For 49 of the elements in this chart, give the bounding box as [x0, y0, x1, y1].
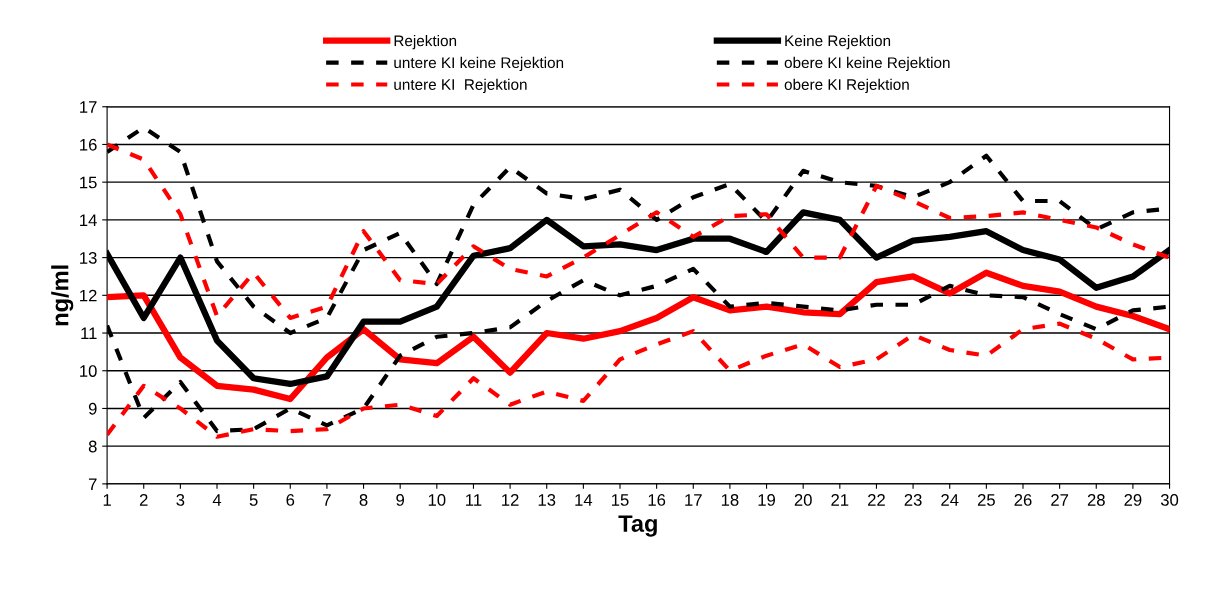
x-tick-label: 22 — [868, 494, 885, 506]
legend-label: obere KI keine Rejektion — [784, 56, 950, 72]
x-tick-label: 2 — [139, 494, 148, 506]
legend-label: untere KI Rejektion — [394, 78, 527, 93]
x-tick-label: 12 — [502, 494, 519, 506]
x-tick-label: 23 — [904, 494, 922, 506]
x-tick-label: 1 — [103, 494, 111, 506]
x-tick-label: 17 — [685, 494, 702, 506]
y-tick-label: 10 — [80, 365, 97, 377]
y-tick-label: 8 — [88, 440, 97, 453]
x-tick-label: 13 — [538, 494, 556, 506]
x-tick-label: 9 — [396, 494, 405, 506]
x-tick-label: 30 — [1160, 494, 1179, 506]
y-axis-title: ng/ml — [51, 265, 74, 326]
x-tick-label: 21 — [831, 494, 849, 506]
x-tick-label: 20 — [794, 494, 812, 506]
x-tick-label: 14 — [575, 494, 593, 506]
x-tick-label: 3 — [176, 494, 185, 506]
x-tick-label: 25 — [977, 494, 995, 506]
x-tick-label: 6 — [286, 494, 295, 506]
y-tick-label: 15 — [80, 176, 97, 189]
x-tick-label: 11 — [466, 494, 482, 506]
x-tick-label: 28 — [1087, 494, 1105, 506]
x-axis-title: Tag — [618, 515, 657, 537]
legend-label: obere KI Rejektion — [784, 78, 909, 93]
x-tick-label: 4 — [212, 494, 222, 506]
x-tick-label: 10 — [428, 494, 446, 506]
legend-label: Keine Rejektion — [785, 34, 891, 50]
x-tick-label: 24 — [941, 494, 959, 506]
y-tick-label: 7 — [88, 478, 97, 490]
x-tick-label: 19 — [758, 494, 776, 506]
y-tick-label: 13 — [80, 252, 97, 264]
x-tick-label: 18 — [721, 494, 739, 506]
x-tick-label: 8 — [359, 494, 368, 506]
y-tick-label: 17 — [80, 101, 97, 113]
x-tick-label: 27 — [1051, 494, 1069, 506]
legend-label: untere KI keine Rejektion — [394, 56, 564, 72]
legend-label: Rejektion — [394, 34, 457, 50]
x-tick-label: 29 — [1124, 494, 1142, 506]
y-tick-label: 16 — [80, 138, 97, 151]
y-tick-label: 9 — [88, 402, 97, 415]
y-tick-label: 14 — [80, 214, 97, 226]
x-tick-label: 5 — [249, 494, 258, 506]
y-tick-label: 11 — [81, 327, 97, 340]
y-tick-label: 12 — [80, 289, 97, 302]
x-tick-label: 15 — [612, 494, 629, 506]
x-tick-label: 7 — [323, 494, 331, 506]
x-tick-label: 16 — [648, 494, 666, 506]
x-tick-label: 26 — [1014, 494, 1032, 506]
